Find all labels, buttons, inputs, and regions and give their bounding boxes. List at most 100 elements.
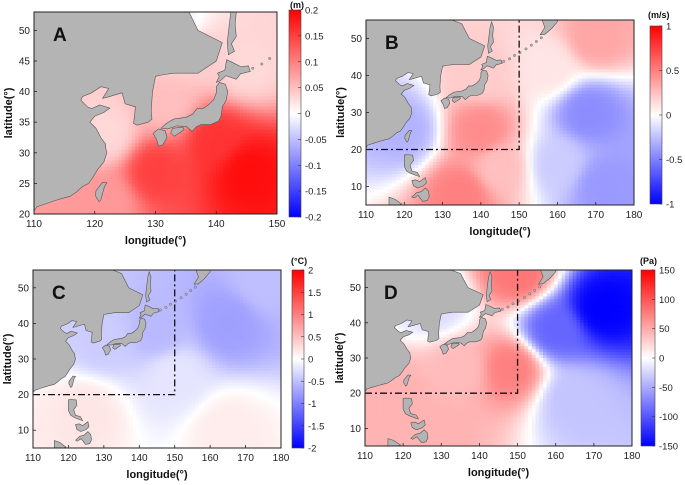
- field-cell: [263, 18, 268, 23]
- field-cell: [250, 119, 254, 124]
- field-cell: [384, 186, 389, 191]
- field-cell: [148, 163, 153, 168]
- field-cell: [216, 193, 221, 198]
- field-cell: [165, 190, 170, 195]
- field-cell: [121, 163, 126, 168]
- field-cell: [216, 59, 221, 64]
- field-cell: [192, 183, 197, 188]
- field-cell: [270, 160, 275, 165]
- field-cell: [125, 166, 130, 171]
- field-cell: [260, 22, 265, 27]
- field-cell: [148, 190, 153, 195]
- field-cell: [148, 166, 153, 171]
- field-cell: [131, 197, 136, 202]
- field-cell: [138, 166, 143, 171]
- field-cell: [169, 133, 173, 138]
- field-cell: [189, 79, 194, 84]
- field-cell: [165, 79, 170, 84]
- field-cell: [377, 189, 382, 194]
- field-cell: [192, 75, 197, 80]
- field-cell: [189, 96, 194, 101]
- field-cell: [128, 190, 133, 195]
- field-cell: [142, 160, 146, 165]
- field-cell: [98, 116, 103, 121]
- field-cell: [212, 200, 217, 205]
- field-cell: [246, 160, 251, 165]
- field-cell: [236, 22, 241, 27]
- field-cell: [84, 207, 89, 212]
- field-cell: [233, 86, 238, 91]
- field-cell: [263, 99, 268, 104]
- field-cell: [118, 123, 123, 128]
- field-cell: [226, 89, 231, 94]
- field-cell: [263, 183, 268, 188]
- field-cell: [138, 123, 143, 128]
- field-cell: [233, 99, 238, 104]
- field-cell: [266, 89, 271, 94]
- field-cell: [260, 42, 265, 47]
- field-cell: [142, 166, 146, 171]
- field-cell: [273, 106, 277, 111]
- field-cell: [104, 166, 109, 171]
- field-cell: [260, 86, 265, 91]
- field-cell: [384, 140, 389, 144]
- field-cell: [388, 158, 393, 163]
- field-cell: [233, 136, 238, 141]
- field-cell: [158, 99, 163, 104]
- field-cell: [169, 190, 173, 195]
- field-cell: [239, 180, 244, 185]
- field-cell: [131, 170, 136, 175]
- field-cell: [216, 143, 221, 148]
- field-cell: [101, 113, 106, 117]
- field-cell: [172, 143, 177, 148]
- field-cell: [145, 139, 150, 144]
- field-cell: [81, 207, 86, 212]
- field-cell: [115, 123, 119, 128]
- field-cell: [145, 180, 150, 185]
- field-cell: [236, 42, 241, 47]
- field-cell: [145, 173, 150, 178]
- field-cell: [212, 146, 217, 151]
- field-cell: [226, 15, 231, 20]
- field-cell: [223, 22, 227, 27]
- field-cell: [399, 183, 404, 188]
- field-cell: [125, 136, 130, 141]
- field-cell: [246, 52, 251, 57]
- field-cell: [236, 207, 241, 212]
- field-cell: [185, 96, 190, 101]
- field-cell: [236, 187, 241, 192]
- field-cell: [111, 99, 116, 104]
- field-cell: [373, 174, 378, 178]
- field-cell: [155, 102, 160, 107]
- field-cell: [223, 113, 227, 117]
- field-cell: [77, 210, 82, 214]
- field-cell: [118, 193, 123, 198]
- field-cell: [243, 170, 248, 175]
- field-cell: [395, 168, 401, 172]
- field-cell: [250, 52, 254, 57]
- field-cell: [243, 156, 248, 161]
- field-cell: [158, 102, 163, 107]
- field-cell: [98, 210, 103, 214]
- field-cell: [216, 166, 221, 171]
- field-cell: [239, 49, 244, 53]
- field-cell: [172, 170, 177, 175]
- field-cell: [169, 102, 173, 107]
- field-cell: [202, 136, 207, 141]
- field-cell: [219, 166, 224, 171]
- field-cell: [270, 173, 275, 178]
- field-cell: [162, 183, 167, 188]
- field-cell: [239, 35, 244, 40]
- field-cell: [145, 193, 150, 198]
- field-cell: [115, 99, 119, 104]
- field-cell: [216, 32, 221, 37]
- field-cell: [223, 156, 227, 161]
- field-cell: [219, 32, 224, 37]
- field-cell: [243, 190, 248, 195]
- field-cell: [260, 45, 265, 50]
- field-cell: [111, 203, 116, 208]
- field-cell: [155, 106, 160, 111]
- field-cell: [199, 136, 204, 141]
- field-cell: [121, 102, 126, 107]
- field-cell: [182, 160, 187, 165]
